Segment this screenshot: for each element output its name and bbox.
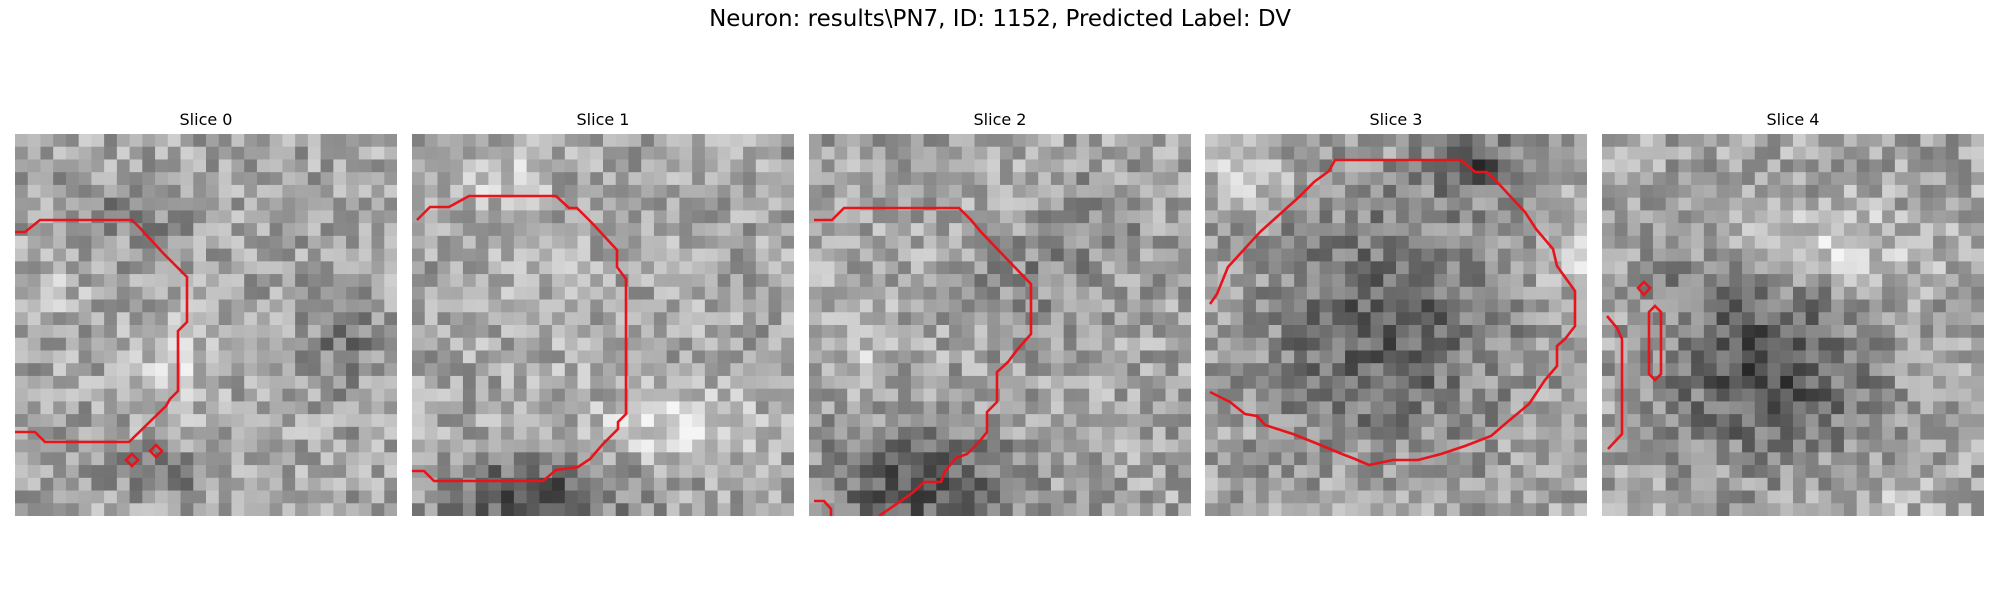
- figure-title: Neuron: results\PN7, ID: 1152, Predicted…: [709, 6, 1291, 32]
- slice-2-image: [809, 134, 1191, 516]
- slice-4-contour-blob: [1636, 280, 1652, 297]
- slice-0-pixels: [15, 134, 397, 516]
- slice-4-contour-strip: [1647, 304, 1663, 382]
- slice-0-image: [15, 134, 397, 516]
- slice-4-title: Slice 4: [1766, 110, 1820, 129]
- slice-0-title: Slice 0: [179, 110, 233, 129]
- slice-2-contour: [814, 206, 1033, 516]
- slice-3-contour: [1208, 158, 1577, 467]
- slice-1-title: Slice 1: [576, 110, 630, 129]
- slice-0-contour: [15, 218, 189, 444]
- slice-4-contour: [1606, 315, 1624, 450]
- slice-2-contour-corner: [814, 499, 833, 516]
- slice-4-image: [1602, 134, 1984, 516]
- slice-3-title: Slice 3: [1369, 110, 1423, 129]
- slice-1-contour: [412, 194, 628, 483]
- slice-3-image: [1205, 134, 1587, 516]
- slice-0-contour-blob-a: [124, 452, 140, 468]
- slice-0-contour-blob-b: [148, 443, 164, 459]
- slice-2-title: Slice 2: [973, 110, 1027, 129]
- slice-1-image: [412, 134, 794, 516]
